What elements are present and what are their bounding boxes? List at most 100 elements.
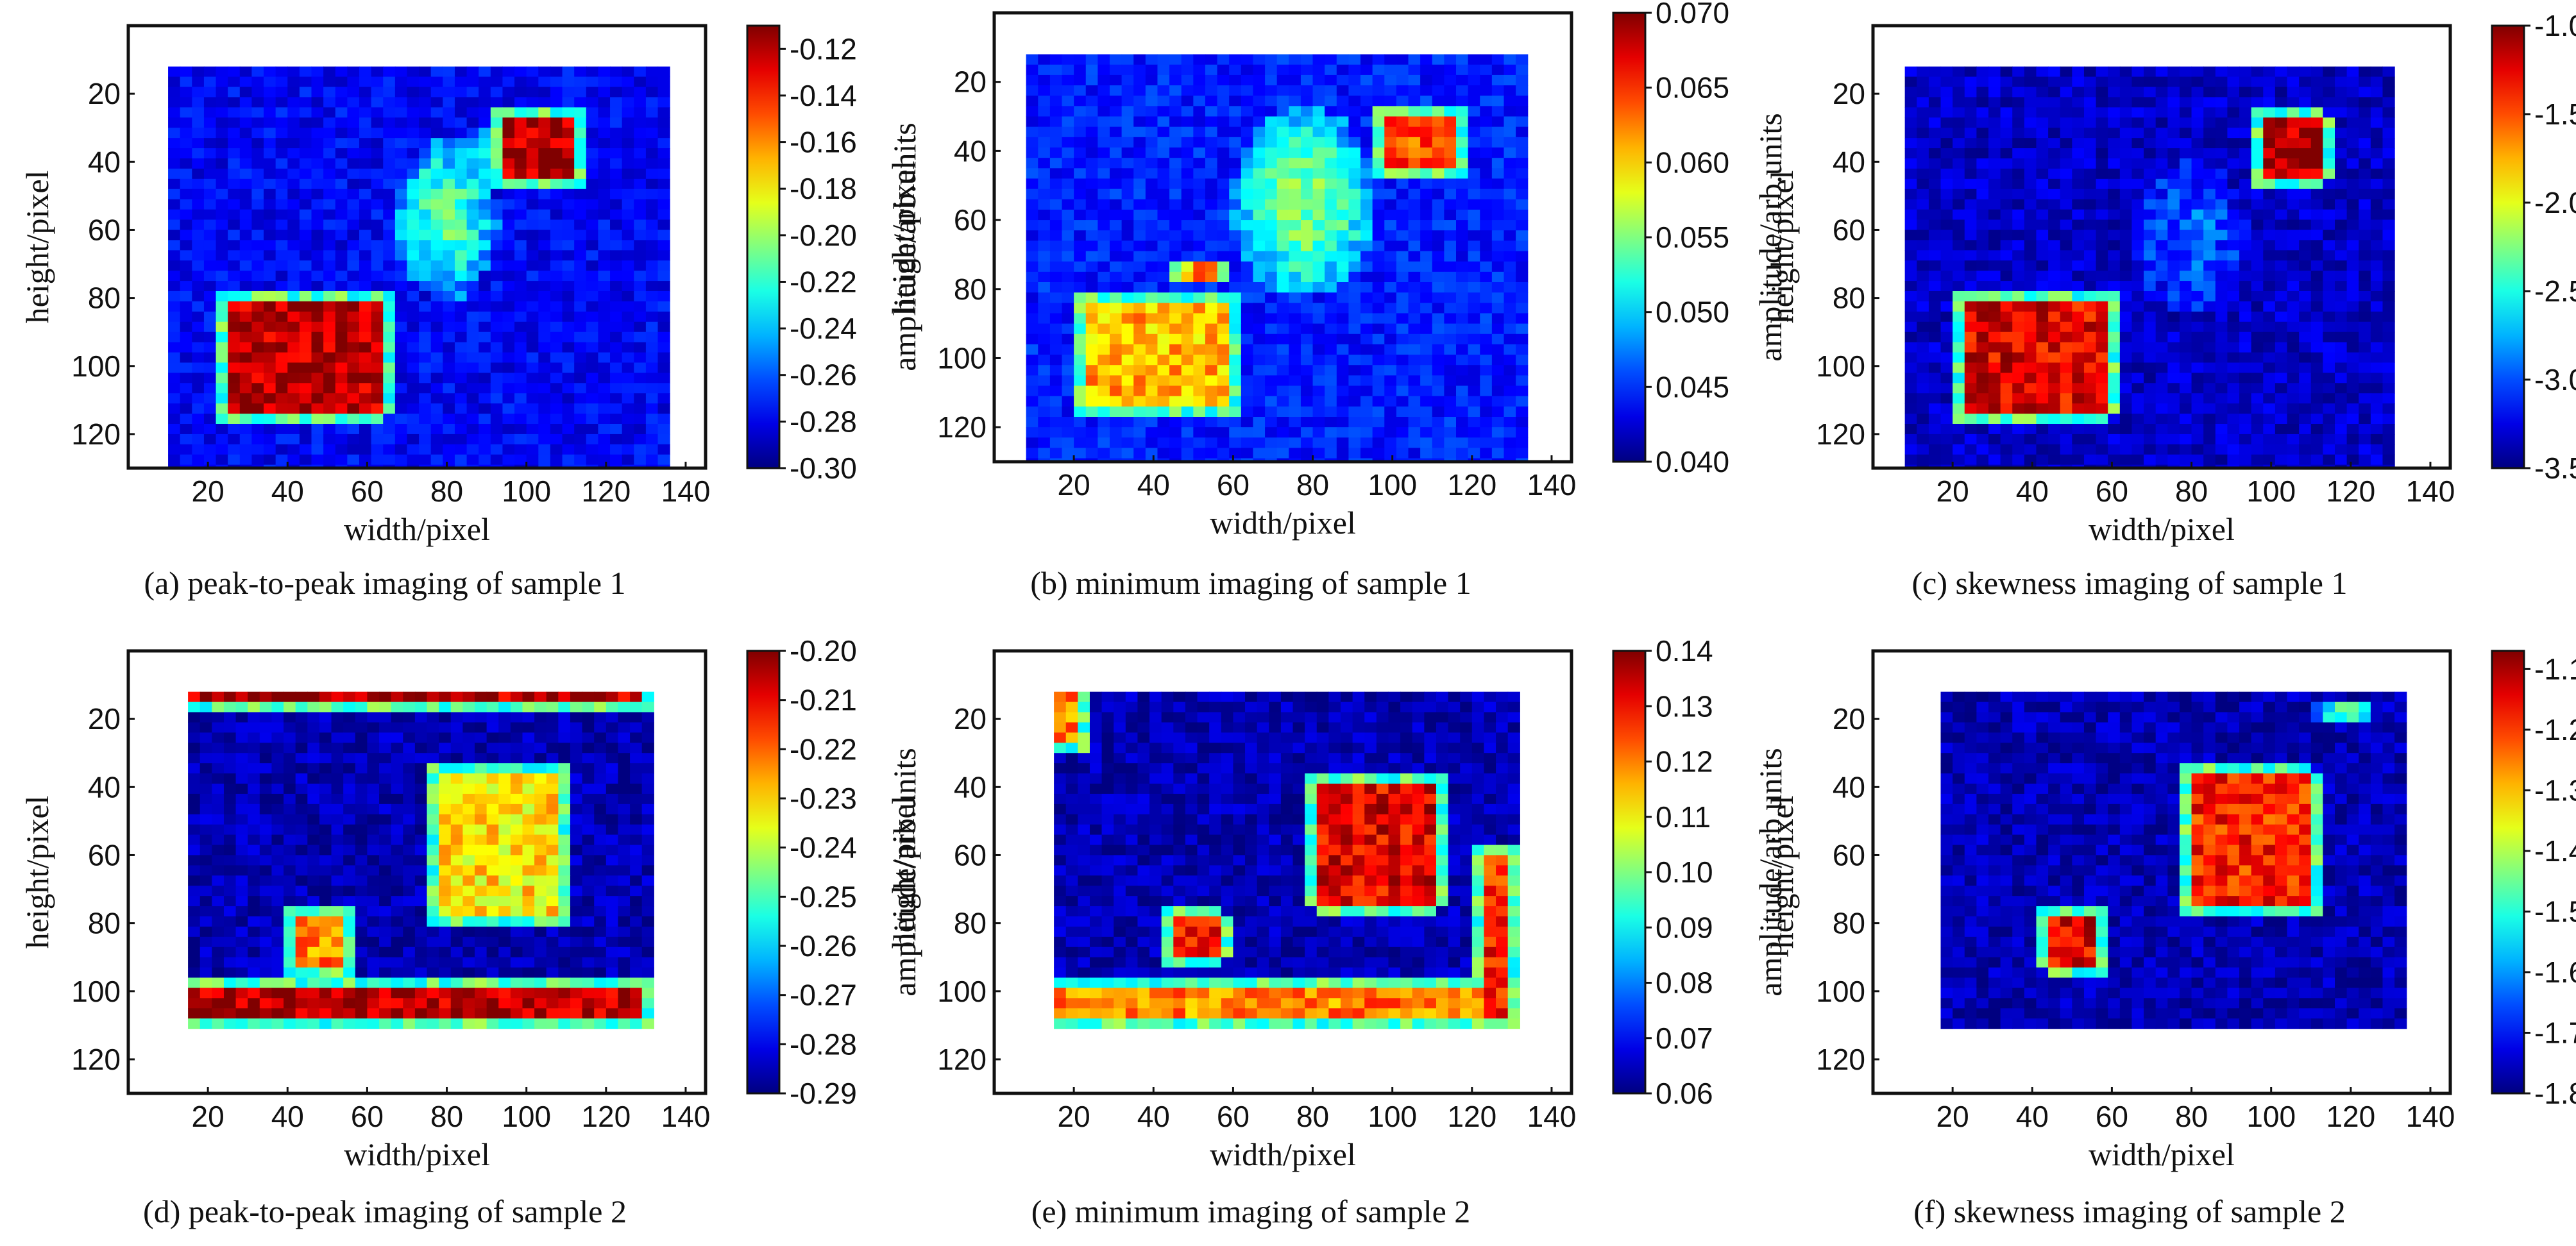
y-tick-label: 120 xyxy=(71,417,121,451)
colorbar xyxy=(2491,24,2525,469)
x-tick-label: 20 xyxy=(192,1100,225,1133)
colorbar-tick-label: -0.28 xyxy=(790,1027,857,1061)
x-tick-label: 40 xyxy=(1137,468,1170,501)
panel-d: 20 40 60 80 100 120 140 20 40 60 80 100 120 width/pix… xyxy=(6,634,922,1206)
x-tick-label: 80 xyxy=(1296,1100,1329,1133)
chart-f: 20 40 60 80 100 120 140 20 40 60 80 100 120 width/pix… xyxy=(1764,649,2576,1172)
colorbar-tick-label: 0.09 xyxy=(1656,911,1713,944)
chart-d: 20 40 60 80 100 120 140 20 40 60 80 100 120 width/pix… xyxy=(19,634,922,1172)
x-tick-label: 20 xyxy=(1936,475,1969,508)
colorbar-tick-label: 0.055 xyxy=(1656,221,1729,254)
x-tick-label: 20 xyxy=(1058,1100,1090,1133)
colorbar-tick-label: 0.06 xyxy=(1656,1077,1713,1110)
panel-caption: (e) minimum imaging of sample 2 xyxy=(1031,1193,1471,1229)
x-tick-label: 120 xyxy=(2326,475,2375,508)
panel-caption: (d) peak-to-peak imaging of sample 2 xyxy=(143,1193,627,1229)
x-tick-label: 60 xyxy=(1217,468,1250,501)
y-tick-label: 60 xyxy=(88,213,121,246)
colorbar-tick-label: -1.7 xyxy=(2534,1016,2576,1049)
y-tick-label: 40 xyxy=(1833,770,1865,804)
x-tick-label: 120 xyxy=(1447,468,1496,501)
x-tick-label: 140 xyxy=(661,1100,711,1133)
x-tick-label: 100 xyxy=(2246,475,2296,508)
y-axis-title: height/pixel xyxy=(885,796,921,949)
y-axis-title: height/pixel xyxy=(19,171,55,324)
x-tick-label: 80 xyxy=(2175,1100,2208,1133)
x-tick-label: 80 xyxy=(2175,475,2208,508)
y-tick-label: 120 xyxy=(937,410,987,444)
x-axis-title: width/pixel xyxy=(2089,511,2235,547)
y-tick-label: 60 xyxy=(954,203,987,237)
x-tick-label: 120 xyxy=(581,475,631,508)
y-tick-label: 60 xyxy=(1833,838,1865,871)
x-tick-label: 80 xyxy=(430,475,463,508)
colorbar-tick-label: -0.27 xyxy=(790,979,857,1012)
y-tick-label: 80 xyxy=(1833,282,1865,315)
y-tick-label: 20 xyxy=(88,702,121,736)
x-tick-label: 80 xyxy=(430,1100,463,1133)
x-tick-label: 120 xyxy=(2326,1100,2375,1133)
colorbar xyxy=(746,24,781,469)
x-tick-label: 20 xyxy=(1936,1100,1969,1133)
x-tick-label: 60 xyxy=(351,1100,384,1133)
colorbar-tick-label: 0.13 xyxy=(1656,689,1713,723)
colorbar-tick-label: -1.2 xyxy=(2534,713,2576,746)
x-axis-title: width/pixel xyxy=(2089,1136,2235,1172)
y-tick-label: 100 xyxy=(71,349,121,383)
colorbar-tick-label: 0.060 xyxy=(1656,146,1729,179)
colorbar-tick-label: -0.20 xyxy=(790,219,857,252)
colorbar-tick-label: 0.11 xyxy=(1656,800,1711,834)
colorbar-tick-label: -0.24 xyxy=(790,831,857,864)
colorbar xyxy=(1612,12,1647,463)
colorbar-tick-label: -2.5 xyxy=(2534,274,2576,308)
y-tick-label: 120 xyxy=(1816,417,1865,451)
y-tick-label: 80 xyxy=(954,907,987,940)
colorbar-tick-label: -0.29 xyxy=(790,1077,857,1110)
x-axis-title: width/pixel xyxy=(1210,1136,1356,1172)
colorbar-tick-label: -1.3 xyxy=(2534,773,2576,807)
panel-b: 20 40 60 80 100 120 140 20 40 60 80 100 120 width/pix… xyxy=(872,0,1788,574)
plot-frame xyxy=(1871,24,2452,470)
colorbar-tick-label: -1.8 xyxy=(2534,1077,2576,1110)
colorbar-tick-label: 0.14 xyxy=(1656,634,1713,668)
colorbar-tick-label: -0.25 xyxy=(790,880,857,913)
y-tick-label: 80 xyxy=(1833,907,1865,940)
colorbar-tick-label: -1.5 xyxy=(2534,97,2576,131)
y-tick-label: 40 xyxy=(954,770,987,804)
x-tick-label: 100 xyxy=(502,475,551,508)
colorbar-tick-label: 0.12 xyxy=(1656,745,1713,779)
y-tick-label: 20 xyxy=(1833,702,1865,736)
x-tick-label: 120 xyxy=(1447,1100,1496,1133)
colorbar-tick-label: -1.5 xyxy=(2534,895,2576,928)
y-tick-label: 100 xyxy=(1816,349,1865,383)
panel-a: 20 40 60 80 100 120 140 20 40 60 80 100 120 width/pix… xyxy=(6,24,922,580)
x-tick-label: 40 xyxy=(1137,1100,1170,1133)
colorbar-tick-label: -0.28 xyxy=(790,405,857,438)
colorbar-tick-label: -0.26 xyxy=(790,358,857,392)
colorbar-tick-label: -0.18 xyxy=(790,172,857,205)
colorbar-tick-label: -3.5 xyxy=(2534,451,2576,485)
colorbar-tick-label: -0.30 xyxy=(790,451,857,485)
x-tick-label: 100 xyxy=(1368,1100,1417,1133)
colorbar-tick-label: 0.10 xyxy=(1656,855,1713,889)
colorbar-tick-label: -1.6 xyxy=(2534,956,2576,989)
chart-c: 20 40 60 80 100 120 140 20 40 60 80 100 120 width/pix… xyxy=(1764,9,2576,547)
y-tick-label: 100 xyxy=(937,975,987,1008)
colorbar xyxy=(1612,650,1647,1095)
colorbar-tick-label: -0.24 xyxy=(790,312,857,345)
plot-frame xyxy=(992,11,1573,464)
colorbar-tick-label: 0.040 xyxy=(1656,445,1729,478)
colorbar-tick-label: 0.050 xyxy=(1656,296,1729,329)
colorbar-tick-label: -0.14 xyxy=(790,79,857,112)
y-tick-label: 40 xyxy=(954,134,987,167)
colorbar-tick-label: -3.0 xyxy=(2534,363,2576,396)
y-tick-label: 20 xyxy=(88,77,121,110)
y-tick-label: 100 xyxy=(1816,975,1865,1008)
x-tick-label: 140 xyxy=(2406,1100,2455,1133)
x-tick-label: 40 xyxy=(2016,1100,2049,1133)
y-tick-label: 80 xyxy=(88,907,121,940)
y-tick-label: 120 xyxy=(71,1043,121,1076)
y-tick-label: 100 xyxy=(71,975,121,1008)
y-tick-label: 20 xyxy=(1833,77,1865,110)
colorbar-tick-label: -0.12 xyxy=(790,32,857,65)
